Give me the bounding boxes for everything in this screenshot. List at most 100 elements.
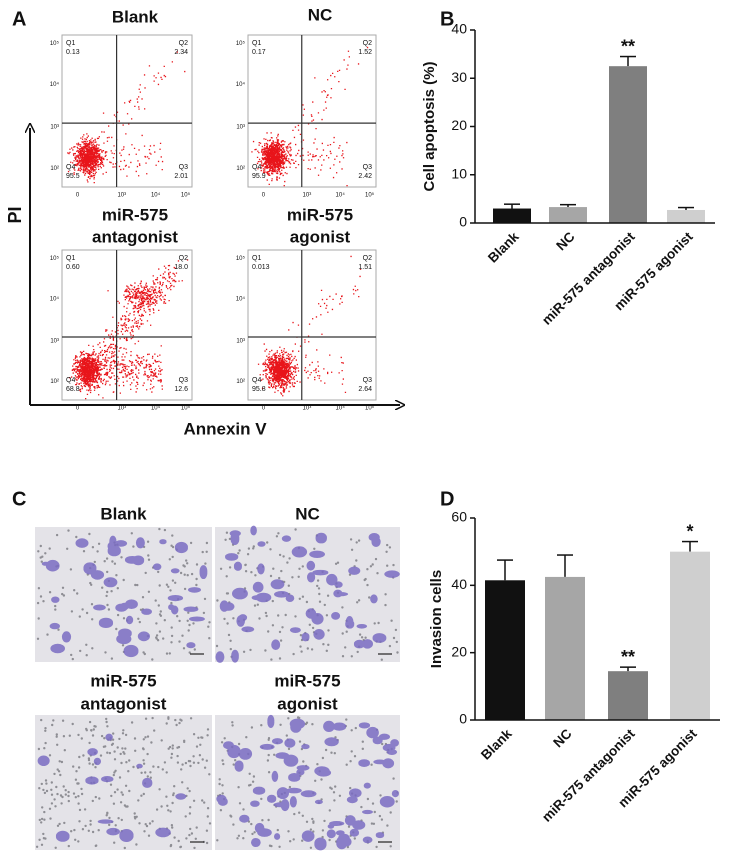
- quadrant-name: Q1: [66, 40, 75, 47]
- quadrant-value: 2.42: [358, 173, 372, 180]
- quadrant-value: 0.013: [252, 264, 270, 271]
- quadrant-value: 1.51: [358, 264, 372, 271]
- y-tick-label: 10⁴: [236, 296, 246, 303]
- quadrant-name: Q2: [179, 255, 188, 262]
- y-tick-label: 20: [451, 643, 467, 659]
- x-tick-label: 0: [262, 193, 266, 199]
- x-tick-label: 10³: [303, 193, 312, 199]
- bar: [485, 580, 525, 720]
- membrane-pores: [216, 716, 399, 850]
- image-title: Blank: [100, 504, 147, 523]
- quadrant-name: Q1: [252, 255, 261, 262]
- stained-cells: [41, 535, 208, 658]
- image-title: agonist: [277, 694, 338, 713]
- y-tick-label: 10²: [236, 379, 245, 385]
- quadrant-name: Q1: [252, 40, 261, 47]
- y-tick-label: 60: [451, 509, 467, 525]
- significance-mark: *: [686, 521, 693, 541]
- plot-title: Blank: [112, 7, 159, 26]
- bar: [609, 66, 647, 223]
- quadrant-name: Q1: [66, 255, 75, 262]
- quadrant-name: Q3: [179, 164, 188, 171]
- scatter-dots: [68, 259, 189, 400]
- y-tick-label: 10²: [50, 379, 59, 385]
- y-axis-label: PI: [5, 206, 25, 223]
- image-title: antagonist: [81, 694, 167, 713]
- quadrant-value: 18.0: [174, 264, 188, 271]
- plot-frame: [247, 34, 377, 188]
- significance-mark: **: [621, 36, 635, 56]
- x-tick-label: 10⁵: [181, 192, 191, 199]
- y-tick-label: 10³: [236, 125, 245, 131]
- quadrant-value: 1.52: [358, 49, 372, 56]
- quadrant-value: 0.60: [66, 264, 80, 271]
- quadrant-name: Q4: [252, 377, 261, 384]
- bar: [670, 551, 710, 720]
- x-tick-label: NC: [550, 726, 575, 751]
- panel-label: D: [440, 488, 454, 510]
- scatter-dots: [67, 51, 186, 184]
- image-title: miR-575: [90, 671, 156, 690]
- plot-frame: [61, 34, 193, 188]
- panel-label: C: [12, 488, 26, 510]
- y-tick-label: 10⁵: [236, 40, 246, 47]
- plot-title: miR-575: [287, 205, 353, 224]
- x-tick-label: 10³: [303, 406, 312, 412]
- x-tick-label: 10⁵: [181, 405, 191, 412]
- quadrant-value: 95.5: [66, 173, 80, 180]
- y-tick-label: 0: [459, 214, 467, 230]
- y-tick-label: 10⁵: [50, 255, 60, 262]
- stained-cells: [215, 525, 400, 663]
- y-tick-label: 10⁴: [236, 81, 246, 88]
- y-tick-label: 10: [451, 165, 467, 181]
- x-tick-label: 10⁴: [151, 405, 161, 412]
- quadrant-name: Q2: [363, 255, 372, 262]
- y-axis-label: Cell apoptosis (%): [421, 61, 438, 191]
- scatter-dots: [257, 255, 362, 397]
- x-tick-label: 0: [76, 406, 80, 412]
- y-tick-label: 10³: [236, 339, 245, 345]
- x-tick-label: 10³: [117, 193, 126, 199]
- y-tick-label: 30: [451, 69, 467, 85]
- image-title: NC: [295, 504, 320, 523]
- quadrant-name: Q4: [66, 377, 75, 384]
- significance-mark: **: [621, 647, 635, 667]
- bar: [545, 576, 585, 720]
- bar: [549, 207, 587, 223]
- stained-cells: [216, 714, 399, 851]
- x-tick-label: 10⁴: [151, 192, 161, 199]
- x-tick-label: Blank: [478, 726, 515, 763]
- quadrant-name: Q4: [66, 164, 75, 171]
- y-tick-label: 10⁵: [50, 40, 60, 47]
- scatter-dots: [251, 46, 369, 187]
- quadrant-name: Q3: [363, 377, 372, 384]
- stained-cells: [37, 733, 187, 842]
- plot-title: agonist: [290, 227, 351, 246]
- x-tick-label: 10⁵: [365, 192, 375, 199]
- panel-label: B: [440, 8, 454, 30]
- plot-title: antagonist: [92, 227, 178, 246]
- quadrant-value: 95.9: [252, 173, 266, 180]
- x-tick-label: 0: [76, 193, 80, 199]
- x-tick-label: Blank: [485, 229, 522, 266]
- quadrant-value: 12.6: [174, 386, 188, 393]
- plot-frame: [247, 249, 377, 401]
- bar: [493, 208, 531, 223]
- plot-title: miR-575: [102, 205, 168, 224]
- x-tick-label: NC: [553, 229, 578, 254]
- image-title: miR-575: [274, 671, 340, 690]
- quadrant-value: 0.13: [66, 49, 80, 56]
- quadrant-value: 2.34: [174, 49, 188, 56]
- panel-label: A: [12, 8, 26, 30]
- x-tick-label: 10⁵: [365, 405, 375, 412]
- x-tick-label: 10³: [117, 406, 126, 412]
- quadrant-value: 95.8: [252, 386, 266, 393]
- plot-title: NC: [308, 5, 333, 24]
- y-tick-label: 10³: [50, 339, 59, 345]
- quadrant-name: Q2: [179, 40, 188, 47]
- x-tick-label: 0: [262, 406, 266, 412]
- y-tick-label: 10⁵: [236, 255, 246, 262]
- x-tick-label: 10⁴: [336, 405, 346, 412]
- quadrant-value: 0.17: [252, 49, 266, 56]
